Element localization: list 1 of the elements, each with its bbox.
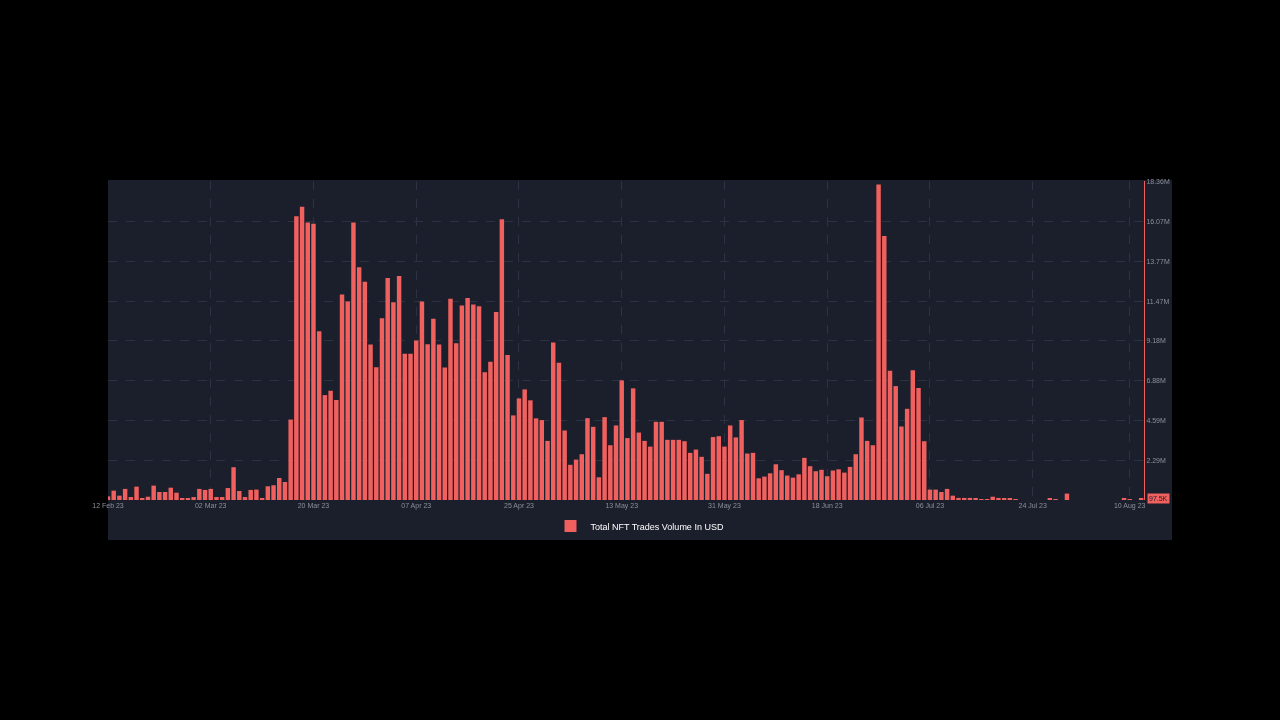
legend-label: Total NFT Trades Volume In USD xyxy=(590,521,724,532)
